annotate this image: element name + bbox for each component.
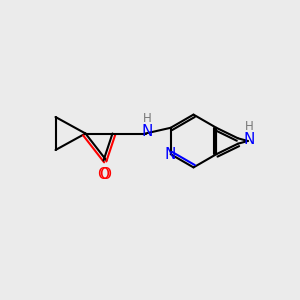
Text: O: O: [99, 167, 111, 182]
Text: N: N: [165, 147, 176, 162]
Text: O: O: [98, 167, 110, 182]
Text: N: N: [244, 132, 255, 147]
Text: N: N: [141, 124, 153, 139]
Text: H: H: [245, 120, 254, 133]
Text: H: H: [142, 112, 152, 124]
